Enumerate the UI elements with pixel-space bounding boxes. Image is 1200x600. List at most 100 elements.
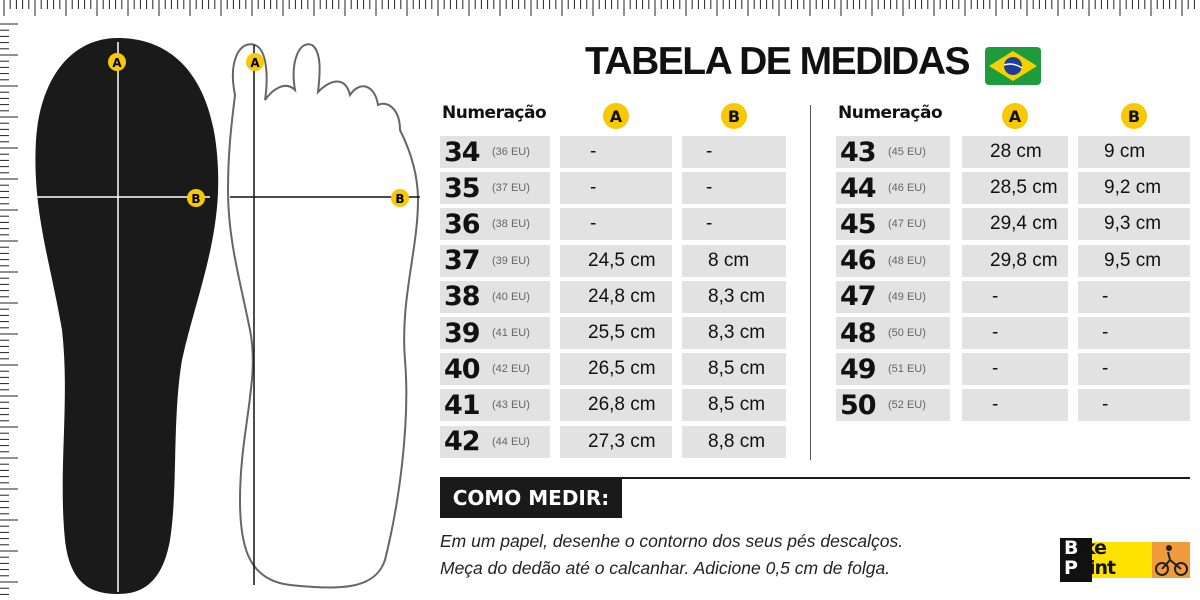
header-a-badge: A	[1002, 103, 1028, 129]
size-cell: 50 (52 EU)	[836, 389, 950, 422]
eu-size: (41 EU)	[492, 327, 530, 339]
measure-a-cell: 28,5 cm	[962, 172, 1068, 205]
measure-b-cell: -	[682, 208, 786, 241]
br-size: 45	[840, 208, 877, 240]
instruction-line-1: Em um papel, desenhe o contorno dos seus…	[440, 531, 904, 551]
eu-size: (42 EU)	[492, 363, 530, 376]
eu-size: (50 EU)	[888, 327, 926, 339]
measure-a-cell: 26,8 cm	[560, 389, 672, 422]
measure-b-cell: 9,3 cm	[1078, 208, 1190, 241]
measure-a-cell: -	[560, 136, 672, 168]
measure-a-cell: 24,8 cm	[560, 280, 672, 313]
measure-a-cell: -	[962, 280, 1068, 313]
measure-a-cell: -	[962, 317, 1068, 349]
measure-b-cell: 8,5 cm	[682, 353, 786, 386]
measure-a-cell: 25,5 cm	[560, 317, 672, 349]
eu-size: (40 EU)	[492, 290, 530, 303]
measure-b-cell: -	[682, 136, 786, 168]
measure-b-cell: -	[1078, 353, 1190, 386]
label-b: B	[395, 192, 404, 206]
size-cell: 40 (42 EU)	[440, 353, 550, 386]
como-medir-heading: COMO MEDIR:	[440, 478, 622, 518]
eu-size: (46 EU)	[888, 182, 926, 195]
label-b: B	[191, 192, 200, 206]
size-cell: 42 (44 EU)	[440, 425, 550, 458]
measure-b-cell: 8,3 cm	[682, 317, 786, 349]
br-size: 41	[444, 389, 481, 421]
br-size: 42	[444, 426, 481, 458]
size-cell: 41 (43 EU)	[440, 389, 550, 422]
measure-b-cell: 9,2 cm	[1078, 172, 1190, 205]
badge-a-insole	[108, 53, 126, 71]
size-cell: 34 (36 EU)	[440, 136, 550, 168]
page-title: TABELA DE MEDIDAS	[585, 40, 971, 83]
measure-b-cell: -	[1078, 280, 1190, 313]
br-size: 36	[444, 208, 481, 240]
eu-size: (48 EU)	[888, 254, 926, 267]
size-cell: 47 (49 EU)	[836, 280, 950, 313]
eu-size: (47 EU)	[888, 218, 926, 231]
header-numeracao: Numeração	[442, 103, 547, 123]
br-size: 47	[840, 281, 877, 313]
section-rule	[440, 477, 1190, 479]
br-size: 50	[840, 389, 877, 421]
header-b-badge: B	[1121, 103, 1147, 129]
brazil-flag-icon	[985, 47, 1041, 85]
instruction-line-2: Meça do dedão até o calcanhar. Adicione …	[440, 558, 891, 578]
measure-b-cell: 8,3 cm	[682, 280, 786, 313]
eu-size: (38 EU)	[492, 218, 530, 231]
measure-b-cell: 9 cm	[1078, 136, 1190, 168]
eu-size: (37 EU)	[492, 182, 530, 195]
br-size: 37	[444, 245, 481, 277]
size-cell: 46 (48 EU)	[836, 244, 950, 277]
size-cell: 39 (41 EU)	[440, 317, 550, 349]
foot-outline	[226, 43, 420, 589]
size-cell: 49 (51 EU)	[836, 353, 950, 386]
measure-a-cell: 26,5 cm	[560, 353, 672, 386]
bike-point-logo: Bike Point	[1060, 538, 1190, 582]
measure-b-cell: -	[1078, 317, 1190, 349]
br-size: 49	[840, 353, 877, 385]
measure-a-cell: 29,4 cm	[962, 208, 1068, 241]
size-cell: 38 (40 EU)	[440, 280, 550, 313]
br-size: 43	[840, 136, 877, 168]
header-b-badge: B	[721, 103, 747, 129]
measure-b-cell: 9,5 cm	[1078, 244, 1190, 277]
br-size: 34	[444, 136, 481, 168]
insole-shape	[35, 38, 219, 594]
eu-size: (45 EU)	[888, 146, 926, 158]
measure-a-cell: -	[962, 353, 1068, 386]
br-size: 38	[444, 281, 481, 313]
header-a-badge: A	[603, 103, 629, 129]
measure-b-cell: 8,8 cm	[682, 425, 786, 458]
ruler-top	[3, 0, 1195, 16]
size-cell: 37 (39 EU)	[440, 244, 550, 277]
measure-b-cell: 8 cm	[682, 244, 786, 277]
br-size: 40	[444, 353, 481, 385]
measure-a-cell: -	[560, 172, 672, 205]
foot-diagram: A B A B	[35, 38, 420, 594]
size-cell: 44 (46 EU)	[836, 172, 950, 205]
measure-a-cell: 29,8 cm	[962, 244, 1068, 277]
header-numeracao: Numeração	[838, 103, 943, 123]
measure-a-cell: -	[962, 389, 1068, 422]
br-size: 44	[840, 172, 877, 204]
br-size: 48	[840, 317, 877, 349]
measure-b-cell: -	[682, 172, 786, 205]
ruler-left	[0, 23, 18, 595]
eu-size: (52 EU)	[888, 399, 926, 412]
measure-b-cell: -	[1078, 389, 1190, 422]
table-divider	[810, 105, 811, 460]
size-cell: 35 (37 EU)	[440, 172, 550, 205]
cyclist-icon	[1152, 542, 1190, 578]
size-cell: 48 (50 EU)	[836, 317, 950, 349]
eu-size: (51 EU)	[888, 363, 926, 376]
eu-size: (49 EU)	[888, 290, 926, 303]
measure-a-cell: 28 cm	[962, 136, 1068, 168]
measure-a-cell: -	[560, 208, 672, 241]
eu-size: (39 EU)	[492, 254, 530, 267]
measure-a-cell: 27,3 cm	[560, 425, 672, 458]
label-a: A	[250, 56, 260, 70]
label-a: A	[112, 56, 122, 70]
eu-size: (44 EU)	[492, 435, 530, 448]
